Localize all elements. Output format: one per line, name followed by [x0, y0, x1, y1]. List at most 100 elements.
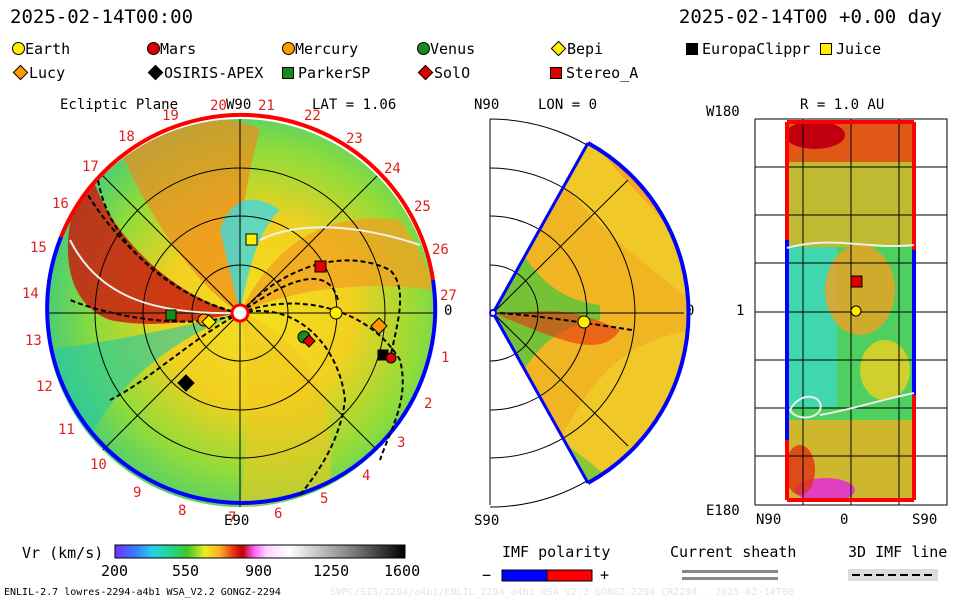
- ecliptic-right-label: 0: [444, 303, 453, 319]
- mars-marker-icon: [147, 42, 160, 55]
- carrington-tick-18: 18: [118, 129, 135, 145]
- legend-juice: Juice: [820, 40, 881, 58]
- legend-solo: SolO: [417, 64, 470, 82]
- carrington-tick-5: 5: [320, 491, 328, 507]
- current-sheath-line-1: [682, 570, 778, 573]
- carrington-tick-19: 19: [162, 108, 179, 124]
- carrington-tick-7: 7: [228, 510, 236, 526]
- stereo-a-marker-icon: [550, 67, 562, 79]
- carrington-tick-14: 14: [22, 286, 39, 302]
- colorbar-label: Vr (km/s): [22, 544, 104, 562]
- map-r-label: R = 1.0 AU: [800, 97, 885, 113]
- meridional-lon-label: LON = 0: [538, 97, 598, 113]
- legend-stereo-a: Stereo_A: [550, 64, 638, 82]
- imf-spiral-lines: [69, 179, 404, 496]
- legend-venus: Venus: [417, 40, 475, 58]
- carrington-tick-11: 11: [58, 422, 75, 438]
- legend-osiris-apex: OSIRIS-APEX: [147, 64, 263, 82]
- carrington-tick-24: 24: [384, 161, 401, 177]
- meridional-earth: [577, 315, 591, 329]
- date-right: 2025-02-14T00 +0.00 day: [678, 6, 942, 28]
- carrington-tick-21: 21: [258, 98, 275, 114]
- colorbar-tick-1250: 1250: [313, 562, 350, 580]
- ecliptic-structures: [50, 119, 433, 507]
- meridional-rim: [587, 141, 691, 485]
- carrington-tick-10: 10: [90, 457, 107, 473]
- juice-marker-icon: [820, 43, 832, 55]
- ecliptic-top-label: W90: [226, 97, 252, 113]
- ecliptic-rim-positive: [59, 112, 435, 281]
- colorbar-tick-550: 550: [172, 562, 200, 580]
- slow-stream-cyan: [220, 199, 280, 313]
- map-stereo-a: [850, 275, 863, 288]
- carrington-tick-20: 20: [210, 98, 227, 114]
- stream-yellow-south: [240, 313, 332, 507]
- body-earth: [329, 306, 343, 320]
- carrington-tick-23: 23: [346, 131, 363, 147]
- carrington-tick-15: 15: [30, 240, 47, 256]
- stream-orange-north: [120, 119, 260, 313]
- carrington-tick-3: 3: [397, 435, 405, 451]
- current-sheath-line-2: [682, 577, 778, 580]
- carrington-tick-2: 2: [424, 396, 432, 412]
- carrington-tick-4: 4: [362, 468, 370, 484]
- legend-parkersp: ParkerSP: [282, 64, 370, 82]
- fast-stream-red: [67, 170, 240, 324]
- map-bottom-left-label: E180: [706, 503, 740, 519]
- body-juice: [245, 233, 258, 246]
- body-bepi: [201, 314, 217, 330]
- carrington-tick-6: 6: [274, 506, 282, 522]
- colorbar-tick-200: 200: [101, 562, 129, 580]
- meridional-plot: [489, 118, 691, 508]
- carrington-tick-22: 22: [304, 108, 321, 124]
- map-earth: [850, 305, 862, 317]
- imf-positive-bar: [546, 569, 593, 582]
- carrington-ticks: 1 2 3 4 5 6 7 8 9 10 11 12 13 14 15 16 1…: [22, 98, 457, 526]
- legend-mars: Mars: [147, 40, 196, 58]
- carrington-tick-25: 25: [414, 199, 431, 215]
- body-lucy: [370, 317, 388, 335]
- imf-plus-label: +: [600, 566, 610, 584]
- footer-right: SWPC/SIS/2294/a4b1/ENLIL_2294_a4b1 WSA_V…: [330, 587, 794, 598]
- imf-polarity-title: IMF polarity: [502, 543, 611, 561]
- current-sheath-line: [69, 239, 241, 315]
- legend-earth: Earth: [12, 40, 70, 58]
- current-sheath-title: Current sheath: [670, 543, 797, 561]
- colorbar-tick-900: 900: [245, 562, 273, 580]
- carrington-tick-27: 27: [440, 288, 457, 304]
- meridional-bottom-label: S90: [474, 513, 500, 529]
- parkersp-marker-icon: [282, 67, 294, 79]
- ecliptic-lat-label: LAT = 1.06: [312, 97, 397, 113]
- carrington-tick-1: 1: [441, 350, 449, 366]
- map-tick-0: 0: [840, 512, 849, 528]
- map-mid-left-label: 1: [736, 303, 745, 319]
- carrington-tick-12: 12: [36, 379, 53, 395]
- current-sheath-line-east: [259, 226, 421, 246]
- carrington-tick-26: 26: [432, 242, 449, 258]
- body-stereo-a: [314, 260, 327, 273]
- imf-minus-label: −: [482, 566, 492, 584]
- legend-europaclipper: EuropaClippr: [686, 40, 810, 58]
- carrington-tick-13: 13: [25, 333, 42, 349]
- ecliptic-title: Ecliptic Plane: [60, 97, 179, 113]
- carrington-tick-17: 17: [82, 159, 99, 175]
- ecliptic-bottom-label: E90: [224, 513, 250, 529]
- imf-line-title: 3D IMF line: [848, 543, 948, 561]
- venus-marker-icon: [417, 42, 430, 55]
- footer-left: ENLIL-2.7 lowres-2294-a4b1 WSA_V2.2 GONG…: [4, 587, 281, 598]
- ecliptic-plot: [45, 112, 438, 507]
- map-tick-n90: N90: [756, 512, 782, 528]
- map-top-left-label: W180: [706, 104, 740, 120]
- mercury-marker-icon: [282, 42, 295, 55]
- body-parkersp: [165, 309, 177, 321]
- earth-marker-icon: [12, 42, 25, 55]
- stream-teal-southwest: [50, 313, 240, 440]
- colorbar: [114, 544, 406, 559]
- sun-icon: [230, 303, 250, 323]
- date-left: 2025-02-14T00:00: [10, 6, 194, 28]
- stream-orange-east: [240, 218, 433, 313]
- body-mars: [385, 352, 397, 364]
- legend-bepi: Bepi: [550, 40, 603, 58]
- imf-negative-bar: [501, 569, 548, 582]
